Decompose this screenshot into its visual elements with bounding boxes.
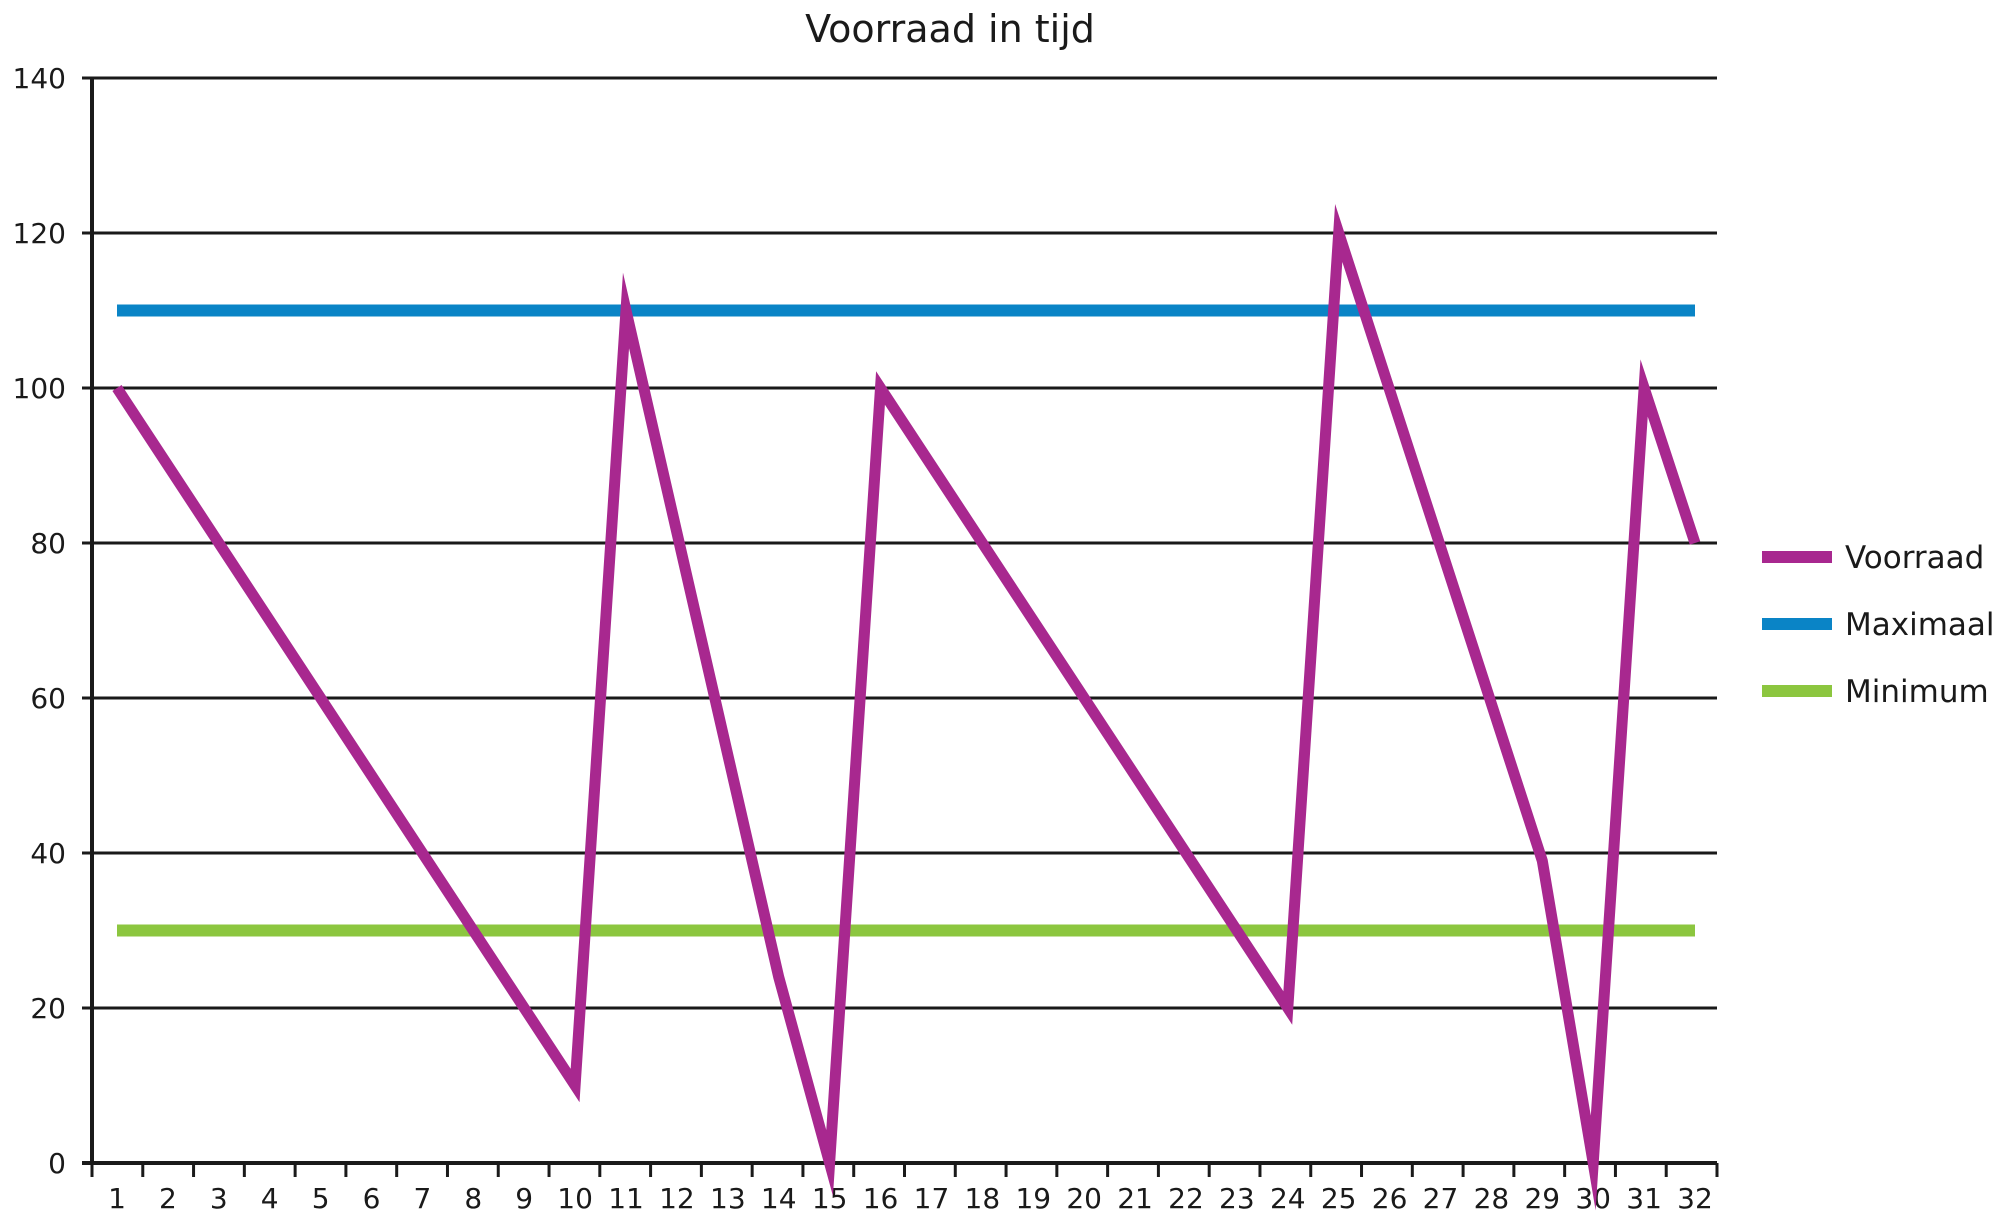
x-tick-label: 17 (914, 1182, 950, 1215)
x-tick-label: 18 (965, 1182, 1001, 1215)
x-tick-label: 27 (1423, 1182, 1459, 1215)
x-tick-label: 4 (261, 1182, 279, 1215)
x-tick-label: 31 (1626, 1182, 1662, 1215)
y-tick-label: 120 (13, 217, 66, 250)
y-tick-label: 60 (30, 682, 66, 715)
x-tick-label: 23 (1219, 1182, 1255, 1215)
y-tick-label: 140 (13, 62, 66, 95)
grid (82, 76, 1717, 1010)
x-tick-label: 22 (1168, 1182, 1204, 1215)
y-tick-label: 40 (30, 837, 66, 870)
x-tick-label: 6 (363, 1182, 381, 1215)
series-line-voorraad (112, 204, 1701, 1211)
chart-title: Voorraad in tijd (805, 7, 1095, 51)
x-tick-label: 13 (710, 1182, 746, 1215)
x-tick-label: 19 (1015, 1182, 1051, 1215)
x-tick-label: 28 (1474, 1182, 1510, 1215)
y-tick-label: 100 (13, 372, 66, 405)
x-tick-label: 2 (159, 1182, 177, 1215)
x-tick-label: 25 (1321, 1182, 1357, 1215)
x-tick-label: 14 (761, 1182, 797, 1215)
legend: Voorraad Maximaal Minimum (1762, 540, 1995, 710)
x-tick-label: 32 (1677, 1182, 1713, 1215)
x-tick-label: 5 (312, 1182, 330, 1215)
x-tick-label: 10 (557, 1182, 593, 1215)
x-tick-label: 9 (515, 1182, 533, 1215)
y-tick-label: 20 (30, 992, 66, 1025)
x-tick-label: 7 (414, 1182, 432, 1215)
y-tick-label: 80 (30, 527, 66, 560)
x-tick-label: 24 (1270, 1182, 1306, 1215)
legend-label-maximaal: Maximaal (1845, 607, 1995, 643)
x-tick-label: 20 (1066, 1182, 1102, 1215)
x-tick-label: 26 (1372, 1182, 1408, 1215)
legend-swatch-minimum (1762, 685, 1832, 697)
x-tick-label: 21 (1117, 1182, 1153, 1215)
y-tick-label: 0 (48, 1147, 66, 1180)
legend-label-minimum: Minimum (1845, 674, 1989, 710)
x-tick-label: 16 (863, 1182, 899, 1215)
legend-swatch-voorraad (1762, 551, 1832, 563)
legend-label-voorraad: Voorraad (1845, 540, 1984, 576)
x-tick-label: 8 (464, 1182, 482, 1215)
x-tick-label: 1 (108, 1182, 126, 1215)
x-tick-label: 3 (210, 1182, 228, 1215)
x-tick-label: 12 (659, 1182, 695, 1215)
x-tick-label: 15 (812, 1182, 848, 1215)
series-lines (112, 204, 1701, 1211)
legend-swatch-maximaal (1762, 618, 1832, 630)
x-tick-label: 11 (608, 1182, 644, 1215)
x-tick-label: 29 (1524, 1182, 1560, 1215)
